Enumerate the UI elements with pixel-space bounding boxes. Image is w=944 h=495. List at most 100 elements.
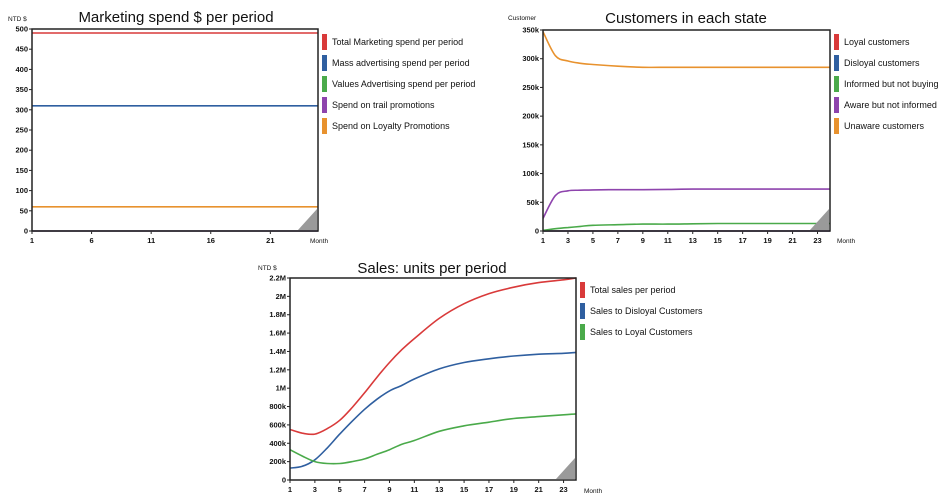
chart-title: Sales: units per period	[357, 260, 506, 277]
legend-swatch	[580, 324, 585, 340]
x-axis-label: Month	[837, 238, 855, 245]
legend-label: Spend on Loyalty Promotions	[332, 121, 450, 131]
x-tick-label: 7	[616, 236, 620, 245]
y-tick-label: 100	[15, 186, 28, 195]
y-tick-label: 1.4M	[269, 347, 286, 356]
resize-corner-icon	[298, 209, 317, 230]
x-tick-label: 23	[559, 485, 567, 494]
x-tick-label: 5	[338, 485, 342, 494]
x-tick-label: 16	[207, 236, 215, 245]
y-tick-label: 200	[15, 146, 28, 155]
legend-swatch	[834, 118, 839, 134]
y-tick-label: 2M	[276, 292, 286, 301]
legend-label: Sales to Loyal Customers	[590, 327, 693, 337]
x-tick-label: 7	[363, 485, 367, 494]
legend-label: Disloyal customers	[844, 58, 920, 68]
y-tick-label: 250k	[522, 83, 540, 92]
y-tick-label: 0	[535, 227, 539, 236]
plot-frame	[31, 28, 319, 232]
legend-label: Total sales per period	[590, 285, 676, 295]
plot-frame	[289, 277, 577, 481]
y-tick-label: 500	[15, 25, 28, 34]
y-axis-label: NTD $	[8, 16, 27, 23]
x-tick-label: 11	[147, 236, 155, 245]
x-tick-label: 21	[788, 236, 796, 245]
y-tick-label: 50	[20, 206, 28, 215]
y-tick-label: 350k	[522, 26, 540, 35]
x-tick-label: 3	[313, 485, 317, 494]
y-tick-label: 800k	[269, 402, 287, 411]
x-tick-label: 11	[664, 236, 672, 245]
legend-swatch	[834, 76, 839, 92]
legend-swatch	[580, 282, 585, 298]
y-tick-label: 600k	[269, 420, 287, 429]
y-tick-label: 450	[15, 45, 28, 54]
y-axis-label: Customer	[508, 15, 537, 22]
x-tick-label: 17	[485, 485, 493, 494]
x-tick-label: 13	[435, 485, 443, 494]
y-tick-label: 300	[15, 105, 28, 114]
legend-label: Values Advertising spend per period	[332, 79, 475, 89]
legend-label: Unaware customers	[844, 121, 925, 131]
legend-swatch	[322, 55, 327, 71]
y-tick-label: 200k	[269, 457, 287, 466]
legend-label: Mass advertising spend per period	[332, 58, 470, 68]
legend-label: Total Marketing spend per period	[332, 37, 463, 47]
legend-swatch	[322, 76, 327, 92]
y-tick-label: 0	[282, 476, 286, 485]
chart-2: Customers in each state Customer Month 0 50k…	[508, 10, 939, 245]
series-line-1	[289, 277, 577, 436]
x-tick-label: 15	[714, 236, 722, 245]
x-tick-label: 5	[591, 236, 595, 245]
x-tick-label: 15	[460, 485, 468, 494]
legend-swatch	[834, 34, 839, 50]
legend-swatch	[834, 55, 839, 71]
x-tick-label: 9	[387, 485, 391, 494]
y-axis-label: NTD $	[258, 265, 277, 272]
x-tick-label: 19	[510, 485, 518, 494]
y-tick-label: 1.8M	[269, 310, 286, 319]
series-line-5	[542, 31, 830, 69]
y-tick-label: 200k	[522, 112, 540, 121]
x-tick-label: 9	[641, 236, 645, 245]
x-tick-label: 1	[30, 236, 34, 245]
y-tick-label: 350	[15, 85, 28, 94]
x-tick-label: 1	[288, 485, 292, 494]
series-line-3	[542, 222, 830, 232]
chart-title: Marketing spend $ per period	[78, 9, 273, 26]
plot-frame	[542, 29, 831, 232]
legend-label: Informed but not buying	[844, 79, 939, 89]
legend-swatch	[322, 97, 327, 113]
legend-label: Sales to Disloyal Customers	[590, 306, 703, 316]
x-tick-label: 11	[410, 485, 418, 494]
y-tick-label: 1M	[276, 384, 286, 393]
legend-label: Aware but not informed	[844, 100, 937, 110]
legend-swatch	[322, 34, 327, 50]
chart-title: Customers in each state	[605, 10, 767, 27]
series-line-3	[289, 413, 577, 465]
x-tick-label: 3	[566, 236, 570, 245]
resize-corner-icon	[556, 458, 575, 479]
x-axis-label: Month	[310, 238, 328, 245]
x-axis-label: Month	[584, 488, 602, 495]
y-tick-label: 0	[24, 227, 28, 236]
y-tick-label: 250	[15, 126, 28, 135]
legend-swatch	[322, 118, 327, 134]
y-tick-label: 1.6M	[269, 329, 286, 338]
x-tick-label: 17	[738, 236, 746, 245]
resize-corner-icon	[810, 209, 829, 230]
series-line-2	[289, 351, 577, 469]
x-tick-label: 1	[541, 236, 545, 245]
x-tick-label: 6	[89, 236, 93, 245]
x-tick-label: 19	[763, 236, 771, 245]
chart-3: Sales: units per period NTD $ Month 0 200k 40…	[258, 260, 703, 495]
x-tick-label: 23	[813, 236, 821, 245]
chart-1: Marketing spend $ per period NTD $ Month 0 5…	[8, 9, 475, 245]
legend-label: Spend on trail promotions	[332, 100, 435, 110]
y-tick-label: 1.2M	[269, 365, 286, 374]
y-tick-label: 400	[15, 65, 28, 74]
y-tick-label: 50k	[526, 198, 539, 207]
y-tick-label: 150k	[522, 140, 540, 149]
